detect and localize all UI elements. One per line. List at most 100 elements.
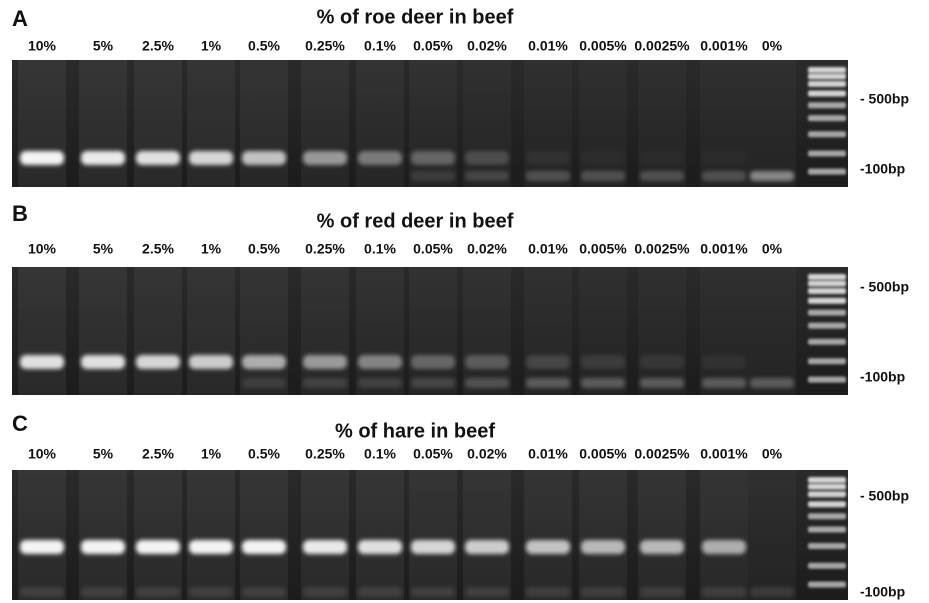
lane-smear [748, 267, 796, 395]
lane-smear [134, 60, 182, 187]
lane-label: 10% [28, 241, 57, 257]
lane-smear [18, 470, 66, 600]
primer-band [750, 587, 794, 597]
lane-smear [301, 60, 349, 187]
lane-smear [524, 60, 572, 187]
lane-smear [187, 470, 235, 600]
lane-smear [409, 267, 457, 395]
lane-smear [240, 470, 288, 600]
lane-smear [700, 470, 748, 600]
ladder-band [808, 274, 846, 280]
dna-band [303, 355, 347, 369]
lane-smear [579, 267, 627, 395]
lane-label: 0% [762, 38, 783, 54]
lane-label: 0.0025% [634, 241, 690, 257]
marker-label: - 500bp [860, 488, 909, 504]
primer-band [81, 587, 125, 597]
dna-band [81, 151, 125, 165]
dna-band [358, 355, 402, 369]
primer-band [526, 378, 570, 388]
lane-label: 0.01% [528, 446, 568, 462]
ladder-band [808, 323, 846, 329]
dna-band [242, 151, 286, 165]
lane-label: 0.1% [364, 38, 396, 54]
dna-band [702, 540, 746, 554]
lane-label: 0.0025% [634, 38, 690, 54]
ladder-band [808, 491, 846, 497]
dna-band [81, 540, 125, 554]
dna-band [358, 151, 402, 165]
lane-smear [524, 267, 572, 395]
marker-label: -100bp [860, 584, 905, 600]
primer-band [411, 587, 455, 597]
ladder-band [808, 280, 846, 286]
dna-band [81, 355, 125, 369]
dna-band [465, 355, 509, 369]
primer-band [20, 587, 64, 597]
primer-band [411, 171, 455, 181]
lane-label: 0.05% [413, 446, 453, 462]
dna-band [640, 151, 684, 165]
primer-band [702, 378, 746, 388]
lane-label: 0.02% [467, 446, 507, 462]
primer-band [465, 587, 509, 597]
ladder-band [808, 102, 846, 108]
dna-band [640, 540, 684, 554]
primer-band [640, 378, 684, 388]
lane-smear [240, 60, 288, 187]
lane-label: 1% [201, 38, 222, 54]
lane-smear [409, 60, 457, 187]
lane-label: 0.25% [305, 446, 345, 462]
lane-label: 0.005% [579, 446, 627, 462]
ladder-band [808, 131, 846, 137]
ladder-band [808, 67, 846, 73]
lane-smear [187, 267, 235, 395]
ladder-band [808, 358, 846, 364]
ladder-band [808, 150, 846, 156]
ladder-band [808, 563, 846, 569]
lane-label: 5% [93, 241, 114, 257]
lane-label: 0.02% [467, 38, 507, 54]
marker-label: -100bp [860, 161, 905, 177]
ladder-band [808, 377, 846, 383]
dna-band [581, 355, 625, 369]
primer-band [242, 378, 286, 388]
lane-smear [134, 470, 182, 600]
dna-band [581, 540, 625, 554]
primer-band [702, 171, 746, 181]
ladder-band [808, 543, 846, 549]
gel-panel: C% of hare in beef10%5%2.5%1%0.5%0.25%0.… [12, 411, 909, 600]
lane-label: 2.5% [142, 38, 174, 54]
lane-smear [134, 267, 182, 395]
ladder-band [808, 501, 846, 507]
dna-band [411, 151, 455, 165]
lane-label: 0.1% [364, 241, 396, 257]
lane-label: 0.05% [413, 241, 453, 257]
primer-band [640, 171, 684, 181]
dna-band [702, 151, 746, 165]
lane-smear [700, 60, 748, 187]
marker-label: - 500bp [860, 91, 909, 107]
lane-label: 0.5% [248, 241, 280, 257]
marker-label: -100bp [860, 369, 905, 385]
primer-band [303, 378, 347, 388]
lane-label: 0.001% [700, 446, 748, 462]
lane-smear [638, 470, 686, 600]
lane-smear [463, 267, 511, 395]
primer-band [526, 171, 570, 181]
lane-smear [79, 470, 127, 600]
dna-band [640, 355, 684, 369]
primer-band [189, 587, 233, 597]
ladder-band [808, 115, 846, 121]
primer-band [358, 587, 402, 597]
lane-smear [638, 267, 686, 395]
ladder-band [808, 310, 846, 316]
primer-band [358, 378, 402, 388]
lane-smear [524, 470, 572, 600]
lane-smear [409, 470, 457, 600]
dna-band [242, 540, 286, 554]
lane-smear [18, 267, 66, 395]
primer-band [136, 587, 180, 597]
lane-label: 0.005% [579, 241, 627, 257]
primer-band [465, 378, 509, 388]
